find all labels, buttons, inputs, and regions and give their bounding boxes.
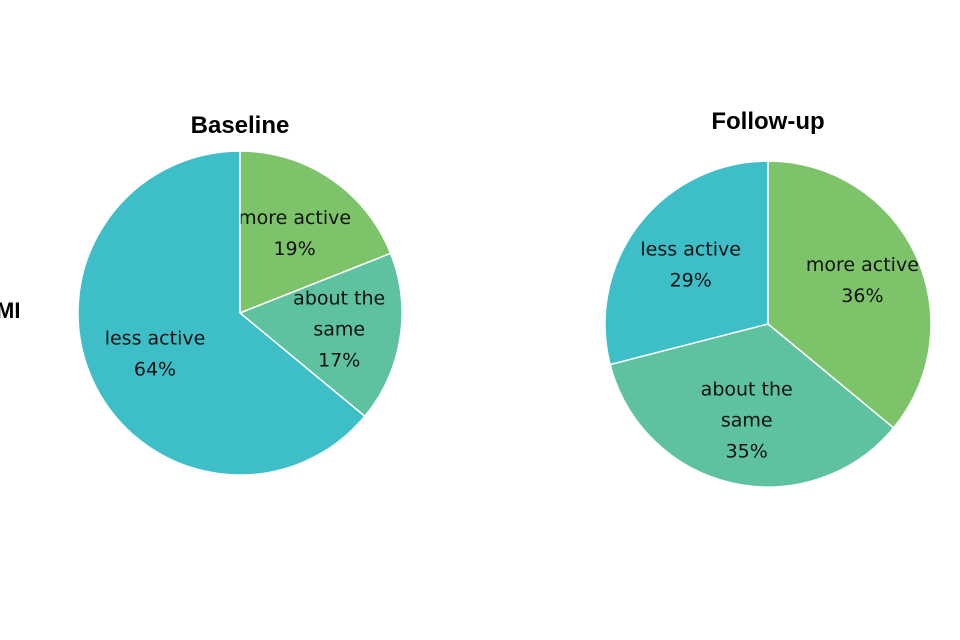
slice-label-about-the-same: about the same 17% (293, 288, 385, 372)
slice-label-less-active: less active 29% (640, 239, 741, 292)
pie-slice-about-the-same (609, 323, 895, 488)
pie-slice-more-active (239, 150, 392, 315)
slice-label-more-active: more active 36% (806, 254, 919, 307)
pie-slice-more-active (767, 160, 932, 429)
pie-chart-2: Follow-up more active 36% about the same 35% l… (604, 108, 932, 488)
pie-chart-1: Baseline more active 19% about the same 17% le… (77, 112, 403, 476)
pie-slice-about-the-same (238, 252, 403, 418)
slice-label-more-active: more active 19% (238, 207, 351, 260)
pie-slice-less-active (604, 160, 769, 366)
slice-label-about-the-same: about the same 35% (701, 378, 793, 462)
slice-label-less-active: less active 64% (105, 328, 206, 381)
pie-title: Follow-up (711, 108, 824, 135)
row-label: MI (0, 298, 21, 323)
pie-slice-less-active (77, 150, 366, 476)
pie-title: Baseline (191, 112, 290, 139)
